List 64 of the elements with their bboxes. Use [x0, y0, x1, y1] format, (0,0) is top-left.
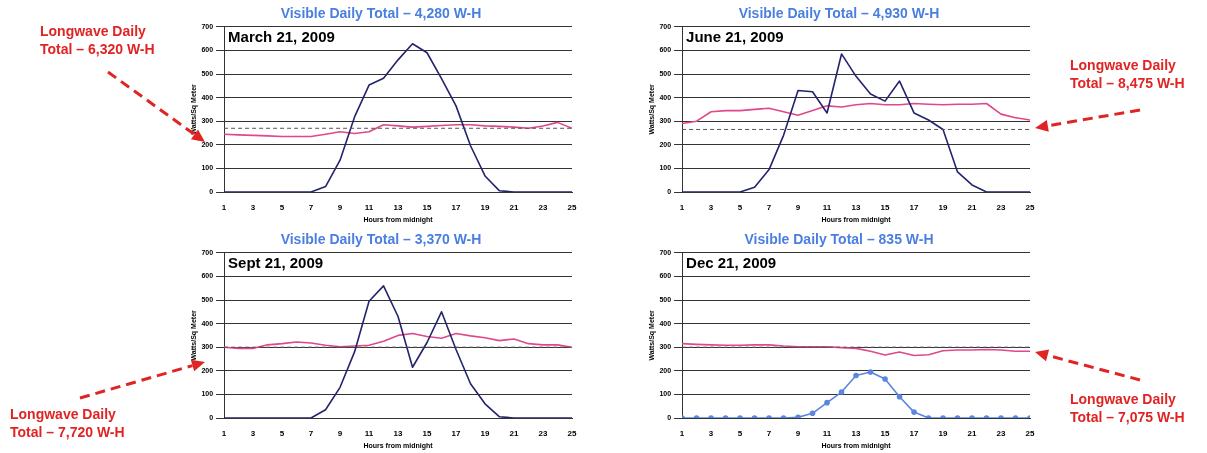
- x-tick-label: 19: [938, 429, 949, 438]
- x-tick-label: 23: [538, 429, 548, 438]
- annotation: March 21, 2009: [228, 28, 335, 46]
- x-tick-label: 1: [221, 429, 227, 438]
- x-tick-label: 11: [822, 429, 832, 438]
- x-tick-label: 5: [737, 429, 743, 438]
- x-tick-label: 25: [1025, 429, 1035, 438]
- x-tick-label: 13: [851, 203, 862, 212]
- x-tick-label: 13: [393, 429, 404, 438]
- x-tick-label: 21: [967, 429, 978, 438]
- x-tick-label: 17: [451, 203, 462, 212]
- x-tick-label: 5: [279, 429, 285, 438]
- x-tick-label: 17: [909, 429, 920, 438]
- x-tick-label: 11: [364, 429, 374, 438]
- x-tick-label: 15: [880, 429, 891, 438]
- x-tick-label: 25: [567, 203, 577, 212]
- x-tick-label: 9: [795, 203, 801, 212]
- x-tick-label: 1: [679, 203, 685, 212]
- x-tick-label: 13: [851, 429, 862, 438]
- x-tick-label: 5: [279, 203, 285, 212]
- x-tick-label: 7: [766, 429, 772, 438]
- text: Longwave Daily Total – 6,320 W-H: [40, 22, 156, 58]
- x-tick-label: 17: [451, 429, 462, 438]
- x-tick-label: 23: [996, 429, 1006, 438]
- x-tick-label: 3: [250, 203, 256, 212]
- x-tick-label: 3: [708, 203, 714, 212]
- annotation: Sept 21, 2009: [228, 254, 324, 272]
- chart-title: Visible Daily Total – 3,370 W-H: [280, 231, 482, 248]
- x-tick-label: 23: [538, 203, 548, 212]
- x-tick-label: 7: [308, 203, 314, 212]
- x-tick-label: 9: [337, 429, 343, 438]
- x-tick-label: 9: [337, 203, 343, 212]
- x-tick-label: 13: [393, 203, 404, 212]
- x-tick-label: 7: [766, 203, 772, 212]
- x-tick-label: 9: [795, 429, 801, 438]
- x-tick-label: 25: [1025, 203, 1035, 212]
- chart-title: Visible Daily Total – 835 W-H: [744, 231, 934, 248]
- x-tick-label: 7: [308, 429, 314, 438]
- x-tick-label: 5: [737, 203, 743, 212]
- x-tick-label: 21: [509, 429, 520, 438]
- chart-title: Visible Daily Total – 4,280 W-H: [280, 5, 482, 22]
- x-tick-label: 1: [679, 429, 685, 438]
- annotation: Dec 21, 2009: [686, 254, 777, 272]
- annotation: June 21, 2009: [686, 28, 784, 46]
- text: Longwave Daily Total – 7,075 W-H: [1070, 390, 1186, 426]
- x-tick-label: 19: [480, 203, 491, 212]
- x-tick-label: 19: [480, 429, 491, 438]
- x-tick-label: 3: [250, 429, 256, 438]
- x-tick-label: 15: [422, 203, 433, 212]
- text: Longwave Daily Total – 8,475 W-H: [1070, 56, 1186, 92]
- x-tick-label: 15: [422, 429, 433, 438]
- x-tick-label: 15: [880, 203, 891, 212]
- x-tick-label: 17: [909, 203, 920, 212]
- x-tick-label: 21: [967, 203, 978, 212]
- x-tick-label: 11: [822, 203, 832, 212]
- text: Longwave Daily Total – 7,720 W-H: [10, 405, 126, 441]
- x-tick-label: 21: [509, 203, 520, 212]
- x-tick-label: 3: [708, 429, 714, 438]
- x-tick-label: 11: [364, 203, 374, 212]
- chart-title: Visible Daily Total – 4,930 W-H: [738, 5, 940, 22]
- x-tick-label: 25: [567, 429, 577, 438]
- x-tick-label: 19: [938, 203, 949, 212]
- x-tick-label: 23: [996, 203, 1006, 212]
- x-tick-label: 1: [221, 203, 227, 212]
